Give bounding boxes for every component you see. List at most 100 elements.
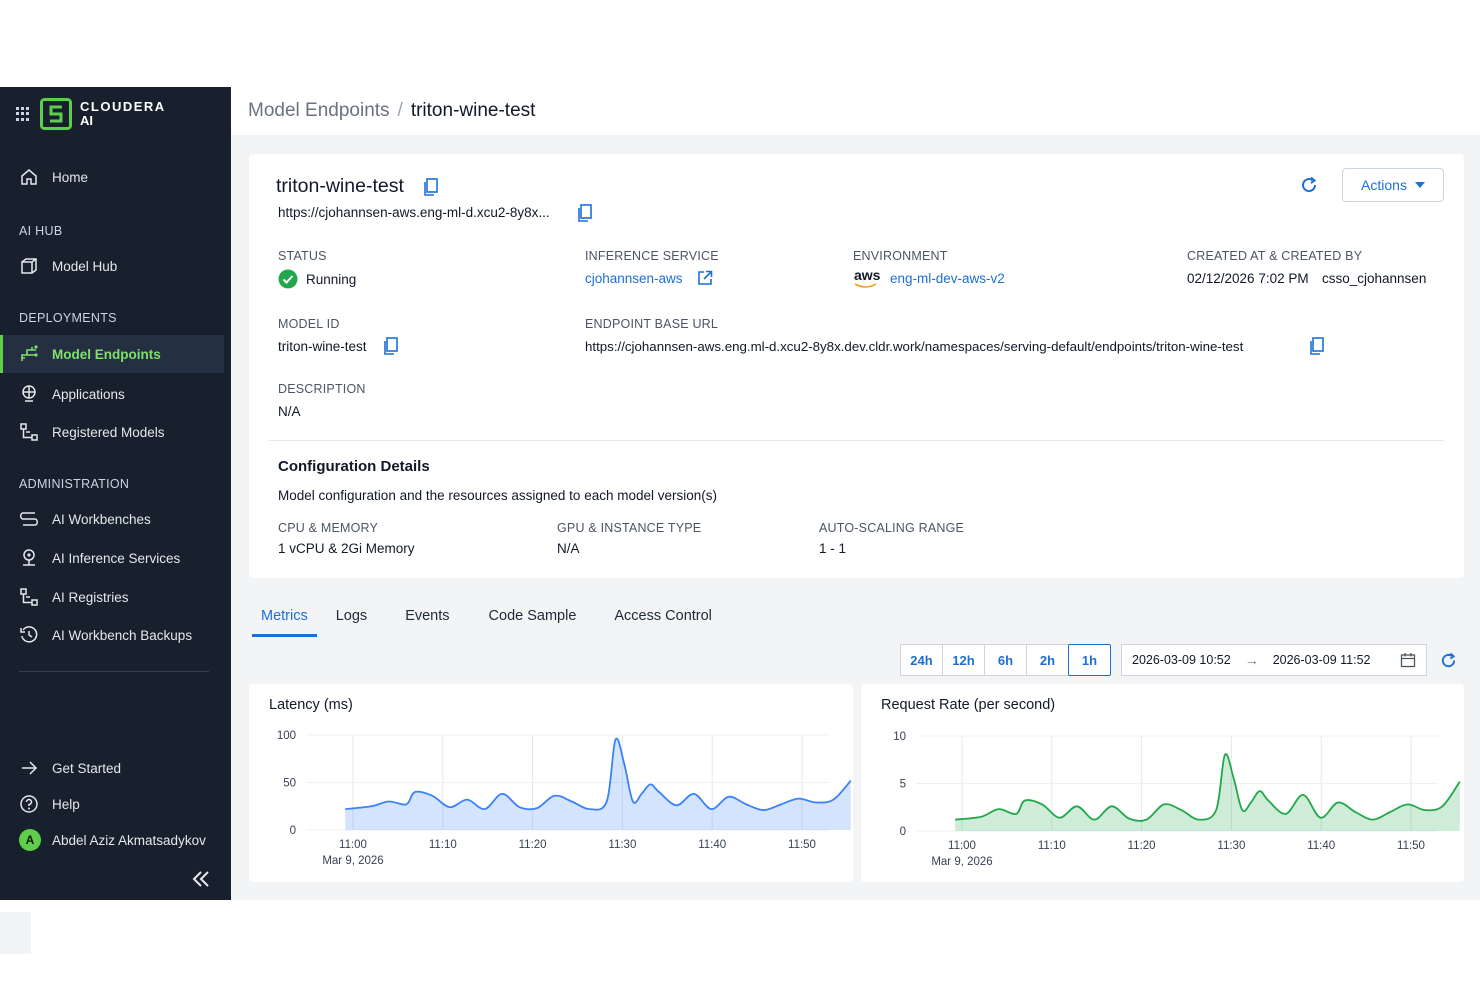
sidebar-item-user[interactable]: A Abdel Aziz Akmatsadykov bbox=[0, 821, 224, 859]
status-value: Running bbox=[306, 272, 357, 287]
actions-dropdown-button[interactable]: Actions bbox=[1342, 168, 1444, 202]
gpu-value: N/A bbox=[557, 541, 580, 556]
scaling-label: AUTO-SCALING RANGE bbox=[819, 521, 965, 535]
range-2h-button[interactable]: 2h bbox=[1026, 644, 1069, 676]
x-tick-label: 11:00 bbox=[339, 839, 367, 851]
registry-icon bbox=[20, 423, 38, 441]
base-url-label: ENDPOINT BASE URL bbox=[585, 317, 719, 331]
brand-sub: AI bbox=[80, 113, 93, 128]
sidebar-item-ai-registries[interactable]: AI Registries bbox=[0, 578, 224, 616]
status-label: STATUS bbox=[278, 249, 327, 263]
sidebar-item-model-hub[interactable]: Model Hub bbox=[0, 247, 224, 285]
refresh-metrics-icon[interactable] bbox=[1440, 652, 1457, 669]
aws-smile-icon bbox=[854, 283, 877, 288]
corner-patch bbox=[0, 912, 31, 954]
scaling-value: 1 - 1 bbox=[819, 541, 847, 556]
sidebar-item-registered-models[interactable]: Registered Models bbox=[0, 413, 224, 451]
home-icon bbox=[21, 169, 37, 185]
inference-service-label: INFERENCE SERVICE bbox=[585, 249, 719, 263]
breadcrumb-separator: / bbox=[397, 100, 403, 121]
copy-name-icon[interactable] bbox=[423, 178, 439, 196]
inference-icon bbox=[23, 549, 35, 566]
y-tick-label: 100 bbox=[277, 730, 296, 742]
range-1h-button[interactable]: 1h bbox=[1068, 644, 1111, 676]
section-deployments: DEPLOYMENTS bbox=[19, 311, 117, 325]
sidebar-item-get-started[interactable]: Get Started bbox=[0, 749, 224, 787]
x-tick-label: 11:50 bbox=[788, 839, 816, 851]
created-by: csso_cjohannsen bbox=[1322, 271, 1427, 286]
endpoint-url-short: https://cjohannsen-aws.eng-ml-d.xcu2-8y8… bbox=[278, 205, 550, 220]
sidebar-item-help[interactable]: Help bbox=[0, 785, 224, 823]
aws-logo-icon: aws bbox=[854, 267, 881, 283]
sidebar-item-ai-workbench-backups[interactable]: AI Workbench Backups bbox=[0, 616, 224, 654]
sidebar-item-ai-workbenches[interactable]: AI Workbenches bbox=[0, 500, 224, 538]
x-sublabel: Mar 9, 2026 bbox=[322, 855, 383, 867]
sidebar-item-label: Home bbox=[52, 169, 89, 185]
brand-name: CLOUDERA bbox=[80, 99, 166, 114]
copy-base-url-icon[interactable] bbox=[1309, 337, 1325, 355]
y-tick-label: 0 bbox=[290, 825, 296, 837]
applications-icon bbox=[22, 385, 36, 402]
tab-metrics[interactable]: Metrics bbox=[252, 595, 317, 637]
range-12h-button[interactable]: 12h bbox=[942, 644, 985, 676]
registries-icon bbox=[20, 588, 38, 606]
model-id-value: triton-wine-test bbox=[278, 339, 367, 354]
external-link-icon[interactable] bbox=[697, 270, 713, 286]
latency-chart: 11:00 11:10 11:20 11:30 11:40 11:50 Mar 9, 202… bbox=[277, 730, 852, 867]
base-url-value: https://cjohannsen-aws.eng.ml-d.xcu2-8y8… bbox=[585, 339, 1244, 354]
sidebar-item-label: Help bbox=[52, 796, 80, 812]
x-tick-label: 11:40 bbox=[698, 839, 726, 851]
tab-code-sample[interactable]: Code Sample bbox=[488, 608, 577, 624]
model-id-label: MODEL ID bbox=[278, 317, 340, 331]
workbench-icon bbox=[20, 512, 38, 526]
calendar-icon[interactable] bbox=[1400, 652, 1416, 668]
user-name: Abdel Aziz Akmatsadykov bbox=[52, 832, 206, 848]
date-range-picker[interactable]: 2026-03-09 10:52 → 2026-03-09 11:52 bbox=[1121, 644, 1427, 676]
gpu-label: GPU & INSTANCE TYPE bbox=[557, 521, 702, 535]
x-tick-label: 11:20 bbox=[1128, 840, 1156, 852]
refresh-icon[interactable] bbox=[1300, 176, 1318, 194]
sidebar-item-label: AI Workbench Backups bbox=[52, 627, 193, 643]
latency-chart-title: Latency (ms) bbox=[269, 697, 353, 713]
sidebar-item-label: Registered Models bbox=[52, 424, 165, 440]
sidebar-item-label: AI Registries bbox=[52, 589, 129, 605]
sidebar-item-model-endpoints[interactable]: Model Endpoints bbox=[0, 335, 224, 373]
tab-logs[interactable]: Logs bbox=[335, 608, 368, 624]
check-circle-icon bbox=[278, 269, 298, 289]
copy-model-id-icon[interactable] bbox=[383, 337, 399, 355]
sidebar-item-label: AI Inference Services bbox=[52, 550, 181, 566]
sidebar-item-ai-inference-services[interactable]: AI Inference Services bbox=[0, 539, 224, 577]
range-start: 2026-03-09 10:52 bbox=[1132, 653, 1231, 667]
section-ai-hub: AI HUB bbox=[19, 224, 63, 238]
cloudera-logo-icon bbox=[40, 98, 72, 130]
section-administration: ADMINISTRATION bbox=[19, 477, 130, 491]
created-at: 02/12/2026 7:02 PM bbox=[1187, 271, 1309, 286]
config-subtitle: Model configuration and the resources as… bbox=[278, 488, 717, 503]
inference-service-link[interactable]: cjohannsen-aws bbox=[585, 271, 683, 286]
tab-bar: Metrics Logs Events Code Sample Access C… bbox=[249, 595, 712, 637]
environment-link[interactable]: eng-ml-dev-aws-v2 bbox=[890, 271, 1005, 286]
description-label: DESCRIPTION bbox=[278, 382, 366, 396]
brand: CLOUDERA AI bbox=[16, 97, 166, 131]
app-switcher-icon[interactable] bbox=[16, 107, 30, 121]
sidebar-item-applications[interactable]: Applications bbox=[0, 375, 224, 413]
sidebar: CLOUDERA AI Home AI HUB Model Hub DEPLOY… bbox=[0, 87, 231, 900]
tab-access-control[interactable]: Access Control bbox=[614, 608, 712, 624]
sidebar-item-label: Model Hub bbox=[52, 258, 118, 274]
description-value: N/A bbox=[278, 404, 301, 419]
range-end: 2026-03-09 11:52 bbox=[1272, 653, 1371, 667]
copy-url-icon[interactable] bbox=[577, 204, 593, 222]
range-24h-button[interactable]: 24h bbox=[900, 644, 943, 676]
x-tick-label: 11:00 bbox=[948, 840, 976, 852]
breadcrumb: Model Endpoints / triton-wine-test bbox=[231, 87, 1480, 135]
arrow-right-icon bbox=[22, 761, 38, 775]
collapse-sidebar-icon[interactable] bbox=[190, 869, 212, 889]
sidebar-item-home[interactable]: Home bbox=[0, 158, 224, 196]
x-tick-label: 11:30 bbox=[1217, 840, 1245, 852]
tab-events[interactable]: Events bbox=[405, 608, 450, 624]
range-6h-button[interactable]: 6h bbox=[984, 644, 1027, 676]
avatar: A bbox=[19, 829, 41, 851]
breadcrumb-parent-link[interactable]: Model Endpoints bbox=[248, 100, 390, 121]
actions-label: Actions bbox=[1361, 177, 1407, 193]
x-tick-label: 11:10 bbox=[1038, 840, 1066, 852]
